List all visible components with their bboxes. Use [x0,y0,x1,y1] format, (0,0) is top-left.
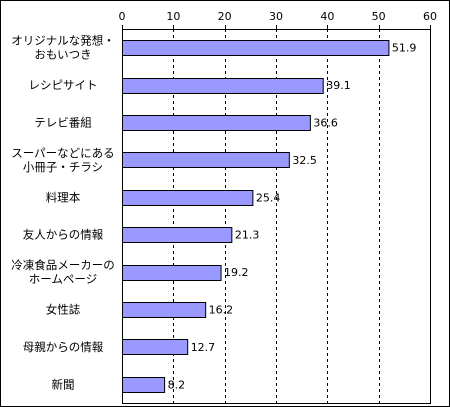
bar [122,190,254,206]
bar [122,40,390,56]
value-label: 36.6 [313,117,338,130]
category-label: 新聞 [52,377,75,391]
value-label: 19.2 [224,266,249,279]
bar [122,152,290,168]
category-label: スーパーなどにある [11,146,114,160]
value-label: 32.5 [292,154,317,167]
value-label: 8.2 [168,378,186,391]
category-label: 料理本 [46,190,81,204]
category-label: オリジナルな発想・ [11,34,115,48]
labels: 0 10 20 30 40 50 60 51.9 オリジナルな発想・おもいつき 39.1 レシピサイ… [11,10,437,391]
bar [122,302,207,318]
value-label: 21.3 [235,229,260,242]
x-tick-label: 50 [372,10,386,23]
category-label: テレビ番組 [34,116,92,130]
category-label: おもいつき [34,48,91,62]
axes [122,25,431,404]
category-label: レシピサイト [29,78,98,92]
category-label: ホームページ [29,272,97,286]
value-label: 51.9 [392,42,417,55]
category-label: 冷凍食品メーカーの [11,258,115,272]
bar [122,115,311,131]
value-label: 25.4 [256,191,280,204]
x-tick-label: 0 [119,10,126,23]
category-label: 女性誌 [46,303,81,317]
x-tick-label: 40 [320,10,334,23]
x-tick-label: 30 [269,10,283,23]
value-label: 16.2 [209,304,234,317]
bar [122,339,189,355]
x-tick-label: 10 [166,10,180,23]
bar [122,377,166,393]
x-tick-label: 20 [218,10,232,23]
category-label: 小冊子・チラシ [23,160,103,174]
bar [122,265,222,281]
bar [122,227,233,243]
category-label: 母親からの情報 [23,340,104,354]
plot-frame [122,29,431,404]
value-label: 12.7 [191,341,216,354]
x-tick-label: 60 [423,10,437,23]
bar [122,78,324,94]
category-label: 友人からの情報 [23,228,104,242]
value-label: 39.1 [326,79,351,92]
